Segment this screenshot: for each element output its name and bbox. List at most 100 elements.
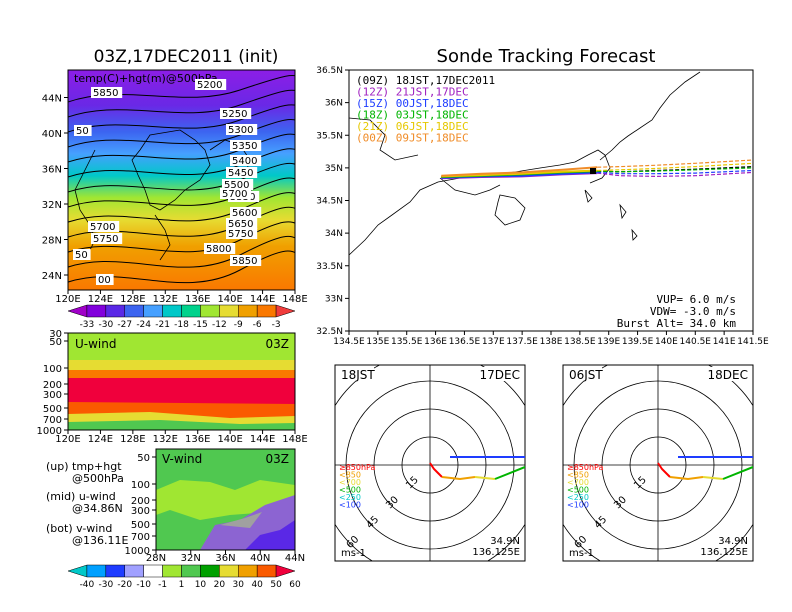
colorbar-label: -12 — [212, 320, 227, 330]
colorbar-label: -33 — [80, 320, 95, 330]
map-contour-label: 50 — [76, 126, 89, 137]
map-contour-label: 5800 — [206, 244, 231, 255]
uwind-y-tick-label: 30 — [49, 329, 62, 340]
vwind-y-tick-label: 1000 — [125, 546, 150, 557]
track-x-tick-label: 138.5E — [564, 337, 596, 347]
wind-colorbar-swatch — [124, 564, 144, 578]
contour-label-bg — [96, 274, 114, 285]
contour-label-bg — [226, 124, 258, 135]
map-contour-label: 5200 — [197, 80, 222, 91]
hodo-date-right: 18DEC — [708, 368, 748, 382]
contour-label-bg — [74, 125, 92, 136]
uwind-x-tick-label: 144E — [250, 434, 275, 445]
uwind-y-tick-label: 200 — [43, 380, 62, 391]
wind-colorbar-swatch — [238, 564, 258, 578]
hodo-trace — [702, 476, 724, 480]
map-contour-label: 5450 — [228, 168, 253, 179]
track-y-tick-label: 34N — [325, 229, 343, 239]
vwind-y-tick-label: 500 — [131, 520, 150, 531]
track-y-tick-label: 34.5N — [316, 197, 343, 207]
wind-colorbar-swatch — [143, 564, 163, 578]
track-x-tick-label: 139E — [597, 337, 620, 347]
wind-colorbar-swatch — [181, 564, 201, 578]
hodo-legend-entry: <500 — [567, 486, 589, 495]
legend-bot-line1: (bot) v-wind — [46, 522, 112, 535]
vwind-x-tick-label: 40N — [250, 553, 270, 564]
uwind-time: 03Z — [266, 337, 290, 351]
hodo-legend-entry: <250 — [339, 493, 361, 502]
colorbar-swatch — [219, 304, 239, 318]
track-y-tick-label: 32.5N — [316, 327, 343, 337]
uwind-band-bottom-green — [68, 420, 295, 430]
contour-label-bg — [73, 249, 91, 260]
track-legend-entry: (21Z) 06JST,18DEC — [356, 120, 469, 133]
track-y-tick-label: 36N — [325, 99, 343, 109]
colorbar-label: -30 — [98, 320, 113, 330]
wind-colorbar-label: -10 — [136, 580, 151, 590]
map-y-tick-label: 44N — [42, 94, 62, 105]
contour-label-bg — [222, 179, 254, 190]
hodo-lat: 34.9N — [490, 536, 520, 547]
wind-colorbar-swatch — [256, 564, 277, 578]
track-series-forecast — [597, 162, 754, 172]
track-y-tick-label: 36.5N — [316, 66, 343, 76]
track-x-tick-label: 138E — [540, 337, 563, 347]
uwind-y-tick-label: 700 — [43, 415, 62, 426]
launch-site-marker — [590, 168, 596, 174]
map-contour-label: 5700 — [90, 222, 115, 233]
uwind-band-orange — [68, 370, 295, 380]
wind-colorbar-label: 60 — [289, 580, 301, 590]
hodo-trace — [429, 462, 443, 478]
track-x-tick-label: 139.5E — [622, 337, 654, 347]
wind-colorbar-label: 40 — [251, 580, 263, 590]
map-x-tick-label: 132E — [153, 294, 178, 305]
map-contour-line — [68, 192, 295, 223]
hodo-legend-entry: <100 — [339, 501, 361, 510]
track-x-tick-label: 136.5E — [449, 337, 481, 347]
map-contour-label: 5500 — [224, 180, 249, 191]
map-contour-label: 5400 — [232, 156, 257, 167]
map-contour-label: 5850 — [93, 88, 118, 99]
map-x-tick-label: 140E — [217, 294, 242, 305]
track-x-tick-label: 141E — [713, 337, 736, 347]
wind-colorbar-swatch — [162, 564, 182, 578]
track-series-forecast — [597, 171, 754, 178]
colorbar-label: -24 — [136, 320, 151, 330]
map-x-tick-label: 124E — [88, 294, 113, 305]
hodo-unit: ms-1 — [341, 548, 366, 559]
colorbar-swatch — [256, 304, 277, 318]
sonde-tracking-chart: 134.5E 135E 135.5E 136E 136.5E 137E 137.5E 138E… — [316, 66, 769, 347]
track-legend-entry: (12Z) 21JST,17DEC — [356, 86, 469, 99]
uwind-x-tick-label: 128E — [120, 434, 145, 445]
map-x-tick-label: 148E — [282, 294, 307, 305]
temperature-colorbar: -33 -30 -27 -24 -21 -18 -15 -12 -9 -6 -3 — [67, 304, 296, 330]
colorbar-swatch — [181, 304, 201, 318]
hodo-legend-entry: <700 — [567, 478, 589, 487]
map-x-tick-label: 136E — [185, 294, 210, 305]
contour-label-bg — [91, 87, 123, 98]
vwind-x-tick-label: 28N — [146, 553, 166, 564]
colorbar-swatch — [105, 304, 125, 318]
track-y-tick-label: 33N — [325, 294, 343, 304]
map-x-tick-label: 120E — [55, 294, 80, 305]
hodo-legend-entry: <100 — [567, 501, 589, 510]
vwind-y-tick-label: 100 — [131, 480, 150, 491]
track-x-tick-label: 136E — [424, 337, 447, 347]
vwind-label: V-wind — [162, 452, 202, 466]
colorbar-label: -9 — [234, 320, 243, 330]
hodo-unit: ms-1 — [569, 548, 594, 559]
legend-mid-line1: (mid) u-wind — [46, 490, 116, 503]
track-y-tick-label: 35.5N — [316, 131, 343, 141]
uwind-band-yellow — [68, 360, 295, 372]
wind-colorbar-label: -1 — [158, 580, 167, 590]
left-title: 03Z,17DEC2011 (init) — [94, 47, 279, 67]
map-contour-label: 5600 — [232, 208, 257, 219]
map-contour-label: 5750 — [93, 234, 118, 245]
wind-colorbar-swatch — [67, 564, 88, 578]
contour-label-bg — [91, 233, 123, 244]
legend-bot-line2: @136.11E — [72, 534, 128, 547]
